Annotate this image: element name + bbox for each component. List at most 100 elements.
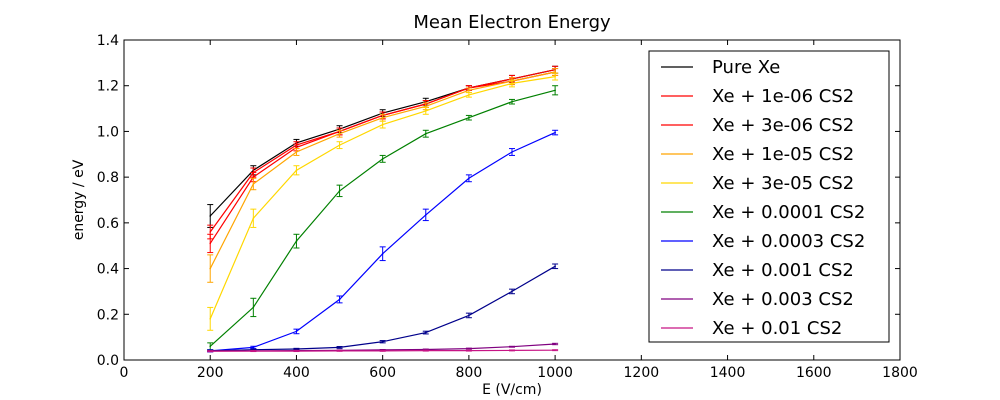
data-point — [209, 318, 212, 320]
data-point — [424, 349, 427, 352]
data-point — [381, 252, 384, 255]
x-tick-label: 1600 — [796, 365, 832, 381]
x-tick-label: 200 — [197, 365, 224, 381]
data-point — [295, 169, 298, 172]
data-point — [295, 240, 298, 242]
legend-label: Xe + 0.001 CS2 — [712, 260, 854, 281]
series-line — [209, 89, 556, 347]
series-7 — [207, 263, 559, 353]
data-point — [295, 151, 298, 153]
data-point — [338, 190, 341, 192]
data-point — [511, 290, 513, 293]
legend-item: Xe + 3e-05 CS2 — [661, 173, 854, 194]
axes: 0 200 400 600 800 1000 1200 1400 1600 1800 0.0 0.2 0… — [97, 33, 918, 381]
legend-item: Xe + 1e-06 CS2 — [661, 86, 854, 107]
data-point — [338, 346, 341, 349]
legend-label: Xe + 1e-05 CS2 — [712, 144, 854, 165]
data-point — [424, 132, 427, 135]
series-line — [209, 69, 556, 233]
data-point — [511, 100, 513, 103]
legend-label: Xe + 0.0001 CS2 — [712, 202, 865, 223]
data-point — [554, 75, 556, 78]
y-tick-label: 0.6 — [97, 216, 119, 232]
y-tick-label: 0.2 — [97, 307, 119, 323]
data-point — [468, 314, 470, 317]
legend: Pure Xe Xe + 1e-06 CS2 Xe + 3e-06 CS2 Xe + … — [648, 50, 890, 343]
x-axis-label: E (V/cm) — [482, 382, 542, 398]
data-point — [468, 177, 470, 180]
data-point — [252, 306, 255, 309]
legend-item: Xe + 3e-06 CS2 — [661, 115, 854, 136]
data-point — [554, 89, 556, 92]
data-point — [424, 110, 427, 112]
series-line — [209, 69, 556, 217]
series-9 — [207, 349, 559, 353]
data-point — [209, 267, 212, 270]
data-point — [381, 340, 384, 343]
data-point — [252, 176, 255, 178]
data-point — [209, 242, 212, 245]
data-point — [252, 350, 255, 352]
data-point — [511, 345, 513, 348]
series-4 — [207, 72, 559, 331]
legend-item: Xe + 0.001 CS2 — [661, 260, 854, 281]
y-axis-label: energy / eV — [71, 159, 87, 240]
data-point — [295, 350, 298, 352]
y-tick-label: 1.2 — [97, 79, 119, 95]
data-point — [554, 349, 556, 351]
y-tick-label: 0.0 — [97, 353, 119, 369]
plot-frame — [123, 39, 901, 361]
data-point — [295, 146, 298, 149]
legend-label: Xe + 0.0003 CS2 — [712, 231, 865, 252]
data-point — [338, 350, 341, 352]
data-point — [554, 265, 556, 268]
data-point — [554, 131, 556, 134]
data-point — [468, 349, 470, 352]
data-point — [381, 116, 384, 119]
data-point — [381, 350, 384, 352]
legend-item: Xe + 0.0001 CS2 — [661, 202, 865, 223]
data-point — [209, 345, 212, 348]
data-point — [252, 217, 255, 220]
data-point — [554, 343, 556, 345]
data-point — [424, 214, 427, 216]
data-point — [424, 105, 427, 108]
series-0 — [207, 65, 559, 228]
y-tick-label: 0.8 — [97, 170, 119, 186]
data-point — [511, 349, 513, 352]
data-point — [338, 144, 341, 146]
data-point — [381, 123, 384, 126]
data-point — [511, 151, 513, 153]
data-point — [554, 71, 556, 73]
data-point — [468, 89, 470, 92]
data-point — [209, 231, 212, 233]
data-point — [209, 350, 212, 353]
legend-label: Xe + 3e-05 CS2 — [712, 173, 854, 194]
data-point — [338, 132, 341, 135]
y-tick-label: 1.0 — [97, 124, 119, 140]
chart-title: Mean Electron Energy — [413, 12, 611, 33]
x-tick-label: 800 — [456, 365, 483, 381]
legend-item: Xe + 0.01 CS2 — [661, 318, 842, 339]
legend-item: Pure Xe — [661, 57, 780, 78]
data-point — [468, 94, 470, 96]
series-1 — [207, 65, 559, 240]
legend-label: Xe + 0.01 CS2 — [712, 318, 842, 339]
legend-box — [648, 50, 890, 343]
data-point — [511, 82, 513, 85]
data-point — [381, 158, 384, 160]
data-point — [468, 116, 470, 119]
x-tick-label: 0 — [120, 365, 129, 381]
series-3 — [207, 68, 559, 283]
legend-item: Xe + 0.0003 CS2 — [661, 231, 865, 252]
x-tick-label: 400 — [283, 365, 310, 381]
data-point — [468, 347, 470, 350]
series-6 — [207, 129, 559, 353]
series-line — [210, 265, 556, 352]
data-point — [252, 346, 255, 349]
data-point — [424, 331, 427, 334]
data-point — [209, 215, 212, 217]
y-tick-label: 0.4 — [97, 262, 119, 278]
legend-item: Xe + 1e-05 CS2 — [661, 144, 854, 165]
